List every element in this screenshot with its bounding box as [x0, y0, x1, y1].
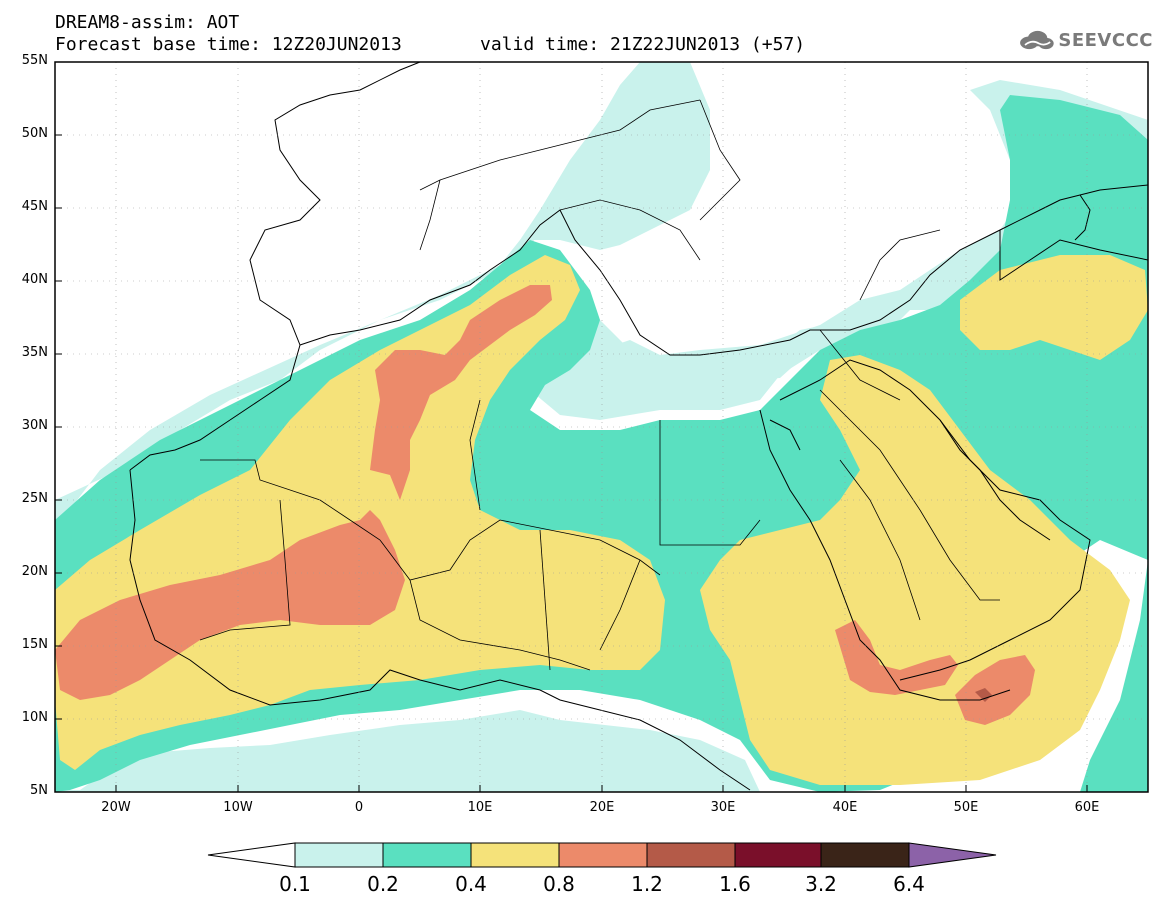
seevccc-logo: SEEVCCC	[1018, 24, 1153, 56]
lat-label-50n: 50N	[21, 126, 48, 141]
aot-field-0.8-westafrica	[55, 510, 405, 700]
lon-label-20w: 20W	[101, 800, 131, 815]
gridlines	[55, 62, 1148, 792]
lon-label-40e: 40E	[832, 800, 858, 815]
aot-field-0.4-sahara	[55, 255, 665, 770]
axis-ticks	[55, 61, 1088, 792]
colorbar-label-0.2: 0.2	[367, 872, 399, 896]
forecast-base-time: Forecast base time: 12Z20JUN2013	[55, 34, 402, 55]
colorbar-max-arrow	[908, 842, 997, 868]
colorbar-label-6.4: 6.4	[893, 872, 925, 896]
map-title: DREAM8-assim: AOT	[55, 12, 240, 33]
lon-label-30e: 30E	[710, 800, 736, 815]
logo-text: SEEVCCC	[1058, 29, 1153, 51]
country-borders	[199, 99, 1000, 671]
lon-label-10w: 10W	[223, 800, 253, 815]
lon-label-50e: 50E	[953, 800, 979, 815]
colorbar-label-3.2: 3.2	[805, 872, 837, 896]
lat-label-40n: 40N	[21, 272, 48, 287]
aot-field-1.2-socotra	[975, 688, 992, 702]
lat-label-5n: 5N	[30, 783, 48, 798]
colorbar-swatch-5	[646, 842, 736, 868]
aot-field-0.1-med	[530, 290, 920, 420]
lon-label-60e: 60E	[1074, 800, 1100, 815]
lon-label-10e: 10E	[467, 800, 493, 815]
aot-field-0.8-algeria	[370, 285, 552, 500]
lat-label-10n: 10N	[21, 710, 48, 725]
valid-time: valid time: 21Z22JUN2013 (+57)	[480, 34, 806, 55]
colorbar-swatch-7	[820, 842, 910, 868]
colorbar-swatch-2	[382, 842, 472, 868]
colorbar-label-0.8: 0.8	[543, 872, 575, 896]
aot-contour-fields	[55, 62, 1148, 792]
colorbar-label-0.4: 0.4	[455, 872, 487, 896]
colorbar-swatch-3	[470, 842, 560, 868]
coastlines	[129, 61, 1149, 791]
aot-field-0.8-yemen	[835, 620, 958, 695]
cloud-logo-icon	[1020, 30, 1054, 50]
lat-label-20n: 20N	[21, 564, 48, 579]
lat-label-35n: 35N	[21, 345, 48, 360]
lat-label-15n: 15N	[21, 637, 48, 652]
aot-field-0.1-balkans	[520, 62, 710, 250]
lat-label-45n: 45N	[21, 199, 48, 214]
lon-label-0: 0	[354, 800, 364, 815]
colorbar-min-arrow	[207, 842, 296, 868]
colorbar-swatch-1	[294, 842, 384, 868]
lat-label-30n: 30N	[21, 418, 48, 433]
colorbar-label-1.2: 1.2	[631, 872, 663, 896]
map-frame	[54, 61, 1149, 793]
lon-label-20e: 20E	[589, 800, 615, 815]
lat-label-55n: 55N	[21, 53, 48, 68]
colorbar-swatch-6	[734, 842, 822, 868]
aot-field-0.4-caspian	[960, 255, 1148, 360]
lat-label-25n: 25N	[21, 491, 48, 506]
colorbar-label-0.1: 0.1	[279, 872, 311, 896]
colorbar	[207, 842, 997, 868]
colorbar-label-1.6: 1.6	[719, 872, 751, 896]
colorbar-swatch-4	[558, 842, 648, 868]
aot-field-0.8-socotra	[955, 655, 1035, 725]
